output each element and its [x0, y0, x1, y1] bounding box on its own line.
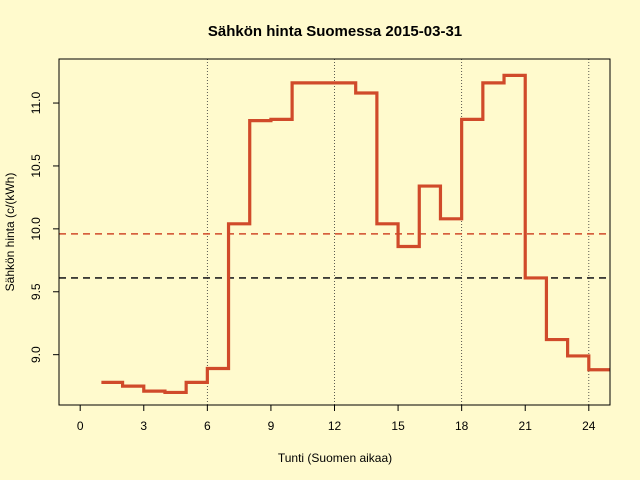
chart-title: Sähkön hinta Suomessa 2015-03-31 — [208, 23, 462, 40]
y-axis-label: Sähkön hinta (c/(kWh) — [3, 173, 17, 292]
y-tick-label-10.5: 10.5 — [29, 154, 43, 178]
y-axis: 9.0 9.5 10.0 10.5 11.0 — [29, 91, 59, 363]
reference-lines — [59, 233, 610, 279]
price-series — [101, 73, 610, 395]
series-line-0 — [101, 73, 610, 395]
x-tick-label-15: 15 — [391, 419, 405, 433]
x-tick-label-9: 9 — [268, 419, 275, 433]
y-tick-label-11: 11.0 — [29, 91, 43, 114]
x-tick-label-0: 0 — [77, 419, 84, 433]
x-tick-label-18: 18 — [455, 419, 469, 433]
x-tick-label-3: 3 — [140, 419, 147, 433]
x-axis-label: Tunti (Suomen aikaa) — [278, 451, 392, 465]
x-tick-label-6: 6 — [204, 419, 211, 433]
y-tick-label-10: 10.0 — [29, 217, 43, 241]
y-tick-label-9: 9.0 — [29, 346, 43, 363]
gridlines — [206, 59, 590, 405]
x-tick-label-12: 12 — [328, 419, 342, 433]
x-tick-label-21: 21 — [519, 419, 533, 433]
y-tick-label-9.5: 9.5 — [29, 283, 43, 300]
x-tick-label-24: 24 — [582, 419, 596, 433]
x-axis: 0 3 6 9 12 15 18 21 24 — [77, 405, 596, 433]
